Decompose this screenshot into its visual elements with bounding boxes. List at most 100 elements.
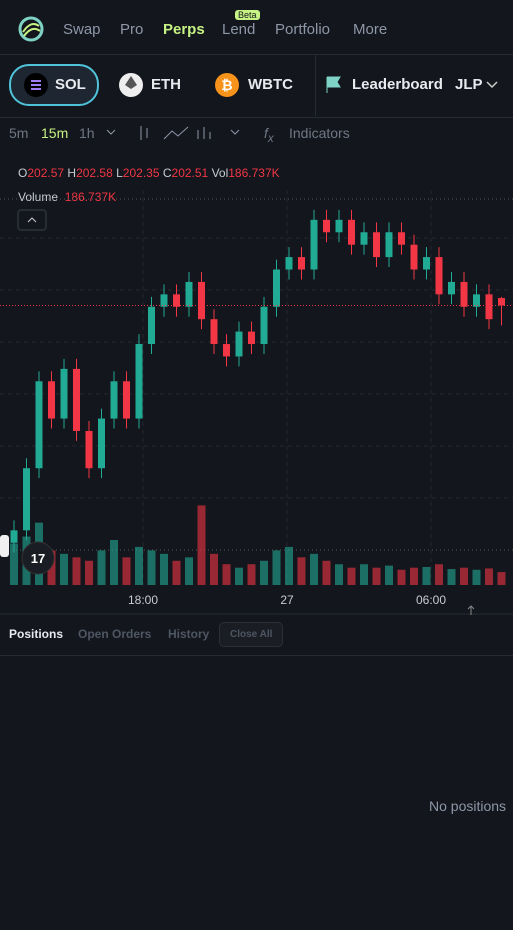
volume-bar bbox=[272, 550, 281, 585]
nav-item[interactable]: Portfolio bbox=[275, 21, 331, 38]
volume-bar bbox=[485, 568, 493, 585]
chart: 17 18:00 27 06:00 bbox=[0, 190, 513, 615]
candle-body bbox=[348, 219, 355, 245]
volume-bar bbox=[460, 567, 468, 585]
nav-item[interactable]: Perps bbox=[163, 21, 205, 38]
volume-bar bbox=[260, 560, 268, 585]
tv-logo[interactable] bbox=[21, 541, 55, 575]
legend-value: 202.57 bbox=[27, 166, 65, 180]
legend-value: 202.35 bbox=[122, 166, 160, 180]
volume-bar bbox=[110, 540, 118, 585]
candle-body bbox=[10, 530, 18, 543]
volume-bar bbox=[85, 560, 93, 585]
sol-icon bbox=[24, 73, 48, 97]
interval[interactable]: 5m bbox=[9, 125, 29, 141]
collapse-button[interactable] bbox=[17, 209, 47, 231]
nav-item[interactable]: More bbox=[353, 21, 388, 38]
candle-body bbox=[473, 294, 480, 307]
candle-body bbox=[448, 281, 455, 295]
tv-logo-text: 17 bbox=[31, 551, 45, 566]
indicators[interactable]: Indicators bbox=[289, 125, 350, 141]
badge: Beta bbox=[235, 10, 260, 20]
legend-key: H bbox=[67, 166, 77, 180]
divider bbox=[0, 655, 513, 656]
ohlc-legend: O202.57 H202.58 L202.35 C202.51 Vol186.7… bbox=[18, 166, 280, 180]
candle-body bbox=[285, 257, 293, 270]
legend-key: C bbox=[162, 166, 172, 180]
candle-body bbox=[73, 368, 80, 431]
svg-text:₿: ₿ bbox=[221, 77, 232, 93]
empty-state: No positions bbox=[429, 798, 507, 814]
candle-body bbox=[98, 418, 105, 469]
volume-bar bbox=[185, 557, 193, 585]
candle-layer bbox=[10, 209, 505, 553]
legend-value: 186.737K bbox=[228, 166, 280, 180]
volume-bar bbox=[297, 557, 306, 585]
close-all-button[interactable]: Close All bbox=[219, 622, 284, 647]
token[interactable]: ETH bbox=[151, 76, 181, 93]
nav-item[interactable]: Pro bbox=[120, 21, 144, 38]
interval[interactable]: 15m bbox=[41, 125, 69, 141]
volume-bar bbox=[122, 557, 131, 585]
chevron-up bbox=[27, 217, 37, 223]
candle-body bbox=[23, 468, 30, 531]
time-label: 06:00 bbox=[416, 593, 446, 607]
candle-body bbox=[35, 381, 43, 469]
volume-bar bbox=[10, 543, 18, 585]
time-label: 27 bbox=[280, 593, 294, 607]
candle-body bbox=[360, 232, 368, 245]
candle-body bbox=[498, 298, 505, 306]
volume-bar bbox=[397, 569, 406, 585]
pool-select[interactable]: JLP bbox=[455, 76, 483, 93]
token[interactable]: WBTC bbox=[248, 76, 293, 93]
candle-body bbox=[373, 232, 380, 258]
interval[interactable]: 1h bbox=[79, 125, 95, 141]
volume-bar bbox=[497, 572, 506, 585]
volume-bar bbox=[435, 564, 443, 585]
legend-key: Vol bbox=[211, 166, 229, 180]
volume-bar bbox=[285, 546, 293, 585]
candle-body bbox=[235, 331, 243, 357]
fx-icon: fx bbox=[264, 125, 274, 145]
candle-body bbox=[223, 344, 230, 357]
candle-body bbox=[273, 269, 280, 307]
candle-body bbox=[160, 294, 168, 307]
candle-body bbox=[310, 219, 318, 270]
candle-body bbox=[298, 257, 305, 270]
volume-bar bbox=[135, 546, 143, 585]
volume-bar bbox=[410, 567, 418, 585]
nav-item[interactable]: Lend bbox=[222, 21, 256, 38]
candle-body bbox=[85, 430, 93, 469]
candle-body bbox=[123, 381, 130, 419]
volume-bar bbox=[472, 569, 481, 585]
flag-icon bbox=[326, 76, 341, 93]
token[interactable]: SOL bbox=[55, 76, 86, 93]
candle-body bbox=[135, 344, 143, 419]
volume-bar bbox=[247, 564, 256, 585]
candle-body bbox=[185, 281, 193, 307]
volume-bar bbox=[197, 505, 206, 585]
tab[interactable]: Positions bbox=[9, 627, 64, 641]
candle-body bbox=[248, 331, 255, 345]
legend-key: Volume bbox=[18, 190, 59, 204]
nav-item[interactable]: Swap bbox=[63, 21, 101, 38]
chart-tools[interactable] bbox=[104, 124, 244, 142]
volume-bar bbox=[322, 560, 331, 585]
side-toggle[interactable] bbox=[0, 535, 9, 557]
candle-body bbox=[48, 381, 55, 419]
volume-bar bbox=[360, 564, 368, 585]
legend-key: L bbox=[116, 166, 123, 180]
volume-bar bbox=[385, 565, 393, 585]
resize-icon[interactable] bbox=[467, 605, 475, 615]
logo[interactable] bbox=[18, 16, 44, 42]
token-bar bbox=[0, 54, 513, 118]
tab[interactable]: History bbox=[168, 627, 210, 641]
candle-body bbox=[210, 319, 218, 345]
btc-icon: ₿ bbox=[215, 73, 239, 97]
candle-body bbox=[323, 219, 330, 233]
candle-body bbox=[435, 257, 443, 295]
volume-bar bbox=[210, 553, 218, 585]
tab[interactable]: Open Orders bbox=[78, 627, 152, 641]
volume-bar bbox=[235, 567, 243, 585]
leaderboard[interactable]: Leaderboard bbox=[352, 76, 443, 93]
